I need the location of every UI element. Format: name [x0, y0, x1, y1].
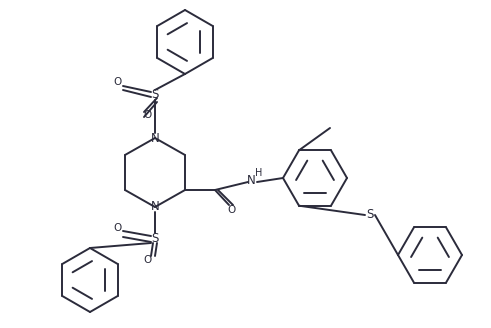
Text: N: N [151, 200, 160, 214]
Text: N: N [151, 132, 160, 145]
Text: S: S [151, 89, 159, 101]
Text: H: H [255, 168, 263, 178]
Text: S: S [366, 209, 374, 221]
Text: O: O [228, 205, 236, 215]
Text: O: O [114, 223, 122, 233]
Text: O: O [144, 110, 152, 120]
Text: O: O [144, 255, 152, 265]
Text: N: N [246, 174, 255, 187]
Text: O: O [114, 77, 122, 87]
Text: S: S [151, 232, 159, 244]
